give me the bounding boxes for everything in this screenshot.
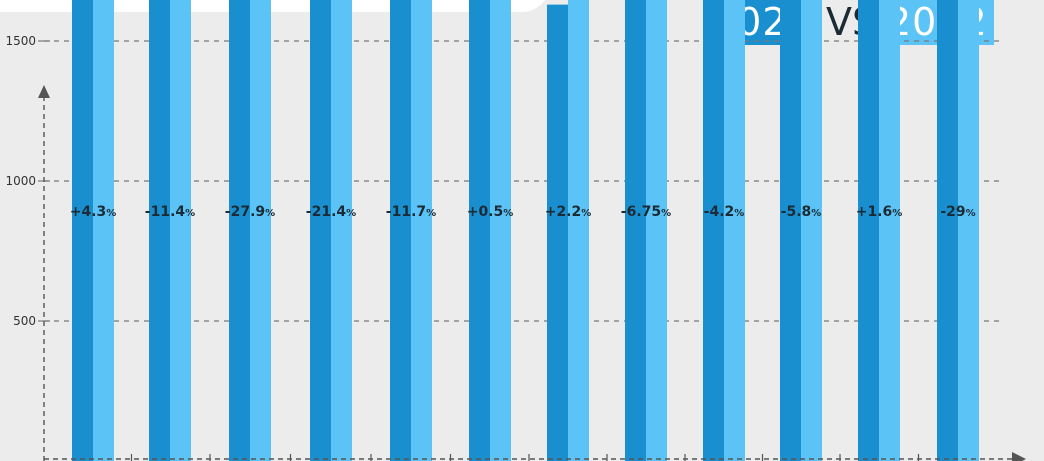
bar-2021-12 <box>937 0 958 461</box>
bar-2021-11 <box>858 0 879 461</box>
bar-2022-5 <box>411 0 432 461</box>
bar-2022-4 <box>331 0 352 461</box>
bar-2022-7 <box>568 0 589 461</box>
bars <box>72 0 979 461</box>
bar-2022-8 <box>646 0 667 461</box>
bar-2022-11 <box>879 0 900 461</box>
bar-2021-7 <box>547 4 568 461</box>
bar-2022-6 <box>490 0 511 461</box>
change-label: +2.2% <box>545 204 592 220</box>
bar-2021-3 <box>229 0 250 461</box>
y-tick-label: 500 <box>13 314 36 328</box>
change-label: -21.4% <box>306 204 356 220</box>
change-label: -6.75% <box>621 204 671 220</box>
axes <box>38 85 1026 461</box>
bar-2021-9 <box>703 0 724 461</box>
y-axis-ticks: 2500200015001000500 <box>5 34 36 328</box>
bar-2022-12 <box>958 0 979 461</box>
y-tick-label: 1500 <box>5 34 36 48</box>
y-tick-label: 1000 <box>5 174 36 188</box>
bar-2022-10 <box>801 0 822 461</box>
change-label: -4.2% <box>704 204 745 220</box>
bar-2021-2 <box>149 0 170 461</box>
bar-2021-8 <box>625 0 646 461</box>
bar-2021-5 <box>390 0 411 461</box>
y-axis-arrow-icon <box>38 85 50 98</box>
bar-2022-9 <box>724 0 745 461</box>
change-label: -11.4% <box>145 204 195 220</box>
bar-2022-1 <box>93 0 114 461</box>
bar-2021-4 <box>310 0 331 461</box>
change-labels: +4.3% -11.4% -27.9% -21.4% -11.7% +0.5% +2.2% -… <box>70 204 976 220</box>
change-label: -11.7% <box>386 204 436 220</box>
bar-2021-10 <box>780 0 801 461</box>
change-label: -29% <box>940 204 975 220</box>
change-label: -27.9% <box>225 204 275 220</box>
bar-2021-6 <box>469 0 490 461</box>
bar-2022-2 <box>170 0 191 461</box>
bar-2022-3 <box>250 0 271 461</box>
change-label: +4.3% <box>70 204 117 220</box>
change-label: -5.8% <box>781 204 822 220</box>
change-label: +1.6% <box>856 204 903 220</box>
x-axis-arrow-icon <box>1012 452 1026 461</box>
change-label: +0.5% <box>467 204 514 220</box>
bar-2021-1 <box>72 0 93 461</box>
